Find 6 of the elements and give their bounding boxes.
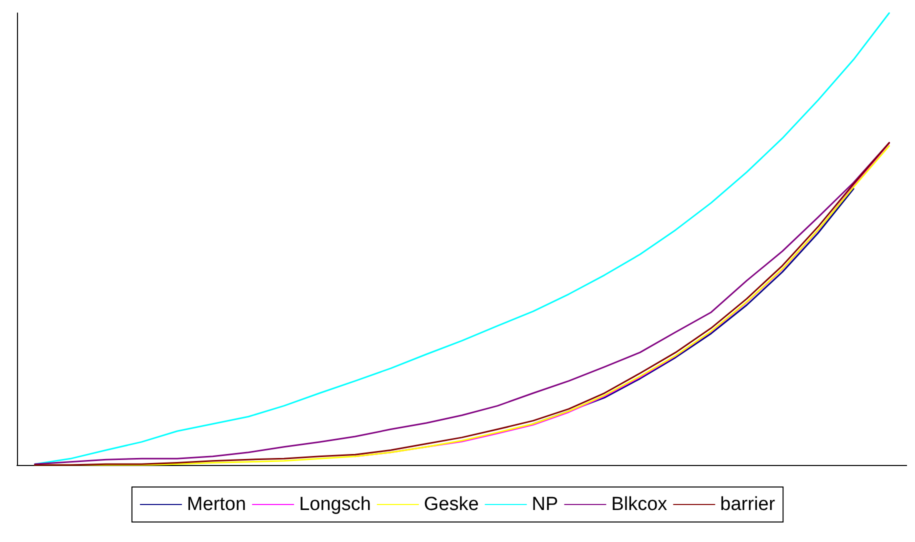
legend-label: Longsch xyxy=(299,494,371,515)
legend-label: barrier xyxy=(720,494,776,515)
legend-label: Merton xyxy=(186,494,246,515)
legend-label: Blkcox xyxy=(611,494,668,515)
legend-label: NP xyxy=(532,494,558,515)
legend-label: Geske xyxy=(424,494,479,515)
